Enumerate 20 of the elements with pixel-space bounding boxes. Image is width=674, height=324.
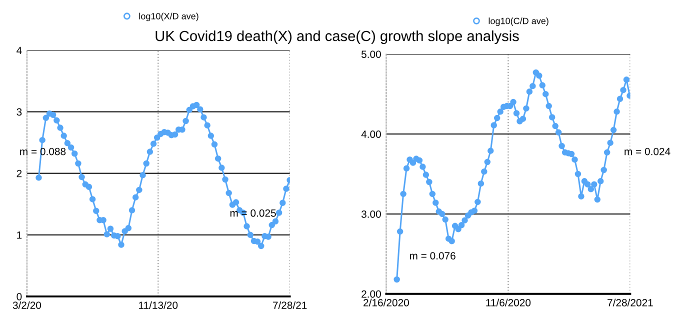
x-tick-label: 7/28/2021 <box>608 298 653 306</box>
y-tick-label: 3 <box>16 108 22 116</box>
legend-label: log10(X/D ave) <box>139 12 198 22</box>
x-tick-label: 11/6/2020 <box>486 298 531 306</box>
y-tick-label: 2.00 <box>362 290 381 298</box>
y-tick-label: 5.00 <box>361 50 381 58</box>
x-tick-label: 2/16/2020 <box>364 298 409 306</box>
x-tick-label: 11/13/20 <box>139 301 178 309</box>
y-tick-label: 1 <box>17 232 22 239</box>
y-tick-label: 0 <box>16 292 22 300</box>
legend-label: log10(C/D ave) <box>488 18 548 26</box>
text: UK Covid19 death(X) and case(C) growth slope analysis <box>156 30 519 44</box>
annotation: m = 0.076 <box>410 252 456 260</box>
y-tick-label: 2 <box>16 170 22 178</box>
y-tick-label: 4.00 <box>361 130 381 138</box>
y-tick-label: 3.00 <box>361 210 381 218</box>
x-tick-label: 3/2/20 <box>12 301 42 309</box>
annotation: m = 0.024 <box>624 148 670 156</box>
y-tick-label: 4 <box>16 46 22 54</box>
x-tick-label: 7/28/21 <box>272 301 307 309</box>
